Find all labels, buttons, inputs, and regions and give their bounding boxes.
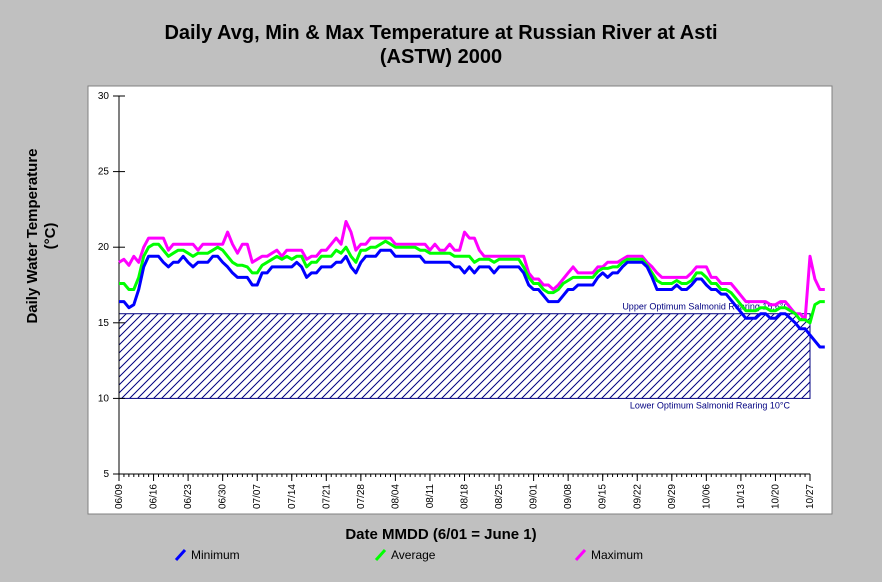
x-tick-label: 08/18 (460, 484, 471, 509)
y-tick-label: 25 (98, 167, 110, 178)
x-tick-label: 08/04 (390, 484, 401, 509)
series-line-minimum (119, 248, 825, 349)
x-tick-label: 10/20 (770, 484, 781, 509)
x-tick-label: 10/06 (701, 484, 712, 509)
chart-title: Daily Avg, Min & Max Temperature at Russ… (164, 22, 718, 44)
y-tick-label: 5 (103, 469, 109, 480)
y-tick-label: 20 (98, 242, 110, 253)
x-tick-label: 10/13 (736, 484, 747, 509)
x-tick-label: 06/23 (183, 484, 194, 509)
legend-swatch-average (374, 548, 387, 562)
legend-label-maximum: Maximum (591, 548, 643, 562)
plot-area (87, 85, 833, 515)
optimum-band (118, 313, 811, 399)
series-line-average (119, 239, 825, 325)
x-tick-label: 09/01 (529, 484, 540, 509)
x-tick-label: 08/11 (425, 484, 436, 509)
x-tick-label: 09/08 (563, 484, 574, 509)
chart-subtitle: (ASTW) 2000 (379, 46, 503, 68)
x-tick-label: 06/09 (114, 484, 125, 509)
legend-swatch-maximum (574, 548, 587, 562)
series-line-maximum (118, 220, 825, 322)
legend-label-average: Average (391, 548, 436, 562)
x-tick-label: 09/29 (667, 484, 678, 509)
x-tick-label: 06/30 (218, 484, 229, 509)
legend-swatch-minimum (174, 548, 187, 562)
upper-band-label: Upper Optimum Salmonid Rearing 15.6°C (622, 302, 790, 312)
x-tick-label: 07/21 (321, 484, 332, 509)
x-tick-label: 07/28 (356, 484, 367, 509)
x-tick-label: 09/22 (632, 484, 643, 509)
y-tick-label: 30 (98, 91, 110, 102)
x-tick-label: 07/14 (287, 484, 298, 509)
x-tick-label: 07/07 (252, 484, 263, 509)
x-tick-label: 06/16 (149, 484, 160, 509)
lower-band-label: Lower Optimum Salmonid Rearing 10°C (630, 400, 791, 410)
x-tick-label: 10/27 (805, 484, 816, 509)
legend-label-minimum: Minimum (191, 548, 240, 562)
x-tick-label: 09/15 (598, 484, 609, 509)
x-axis-label: Date MMDD (6/01 = June 1) (345, 526, 537, 543)
y-tick-label: 10 (98, 393, 110, 404)
x-tick-label: 08/25 (494, 484, 505, 509)
y-tick-label: 15 (98, 318, 110, 329)
